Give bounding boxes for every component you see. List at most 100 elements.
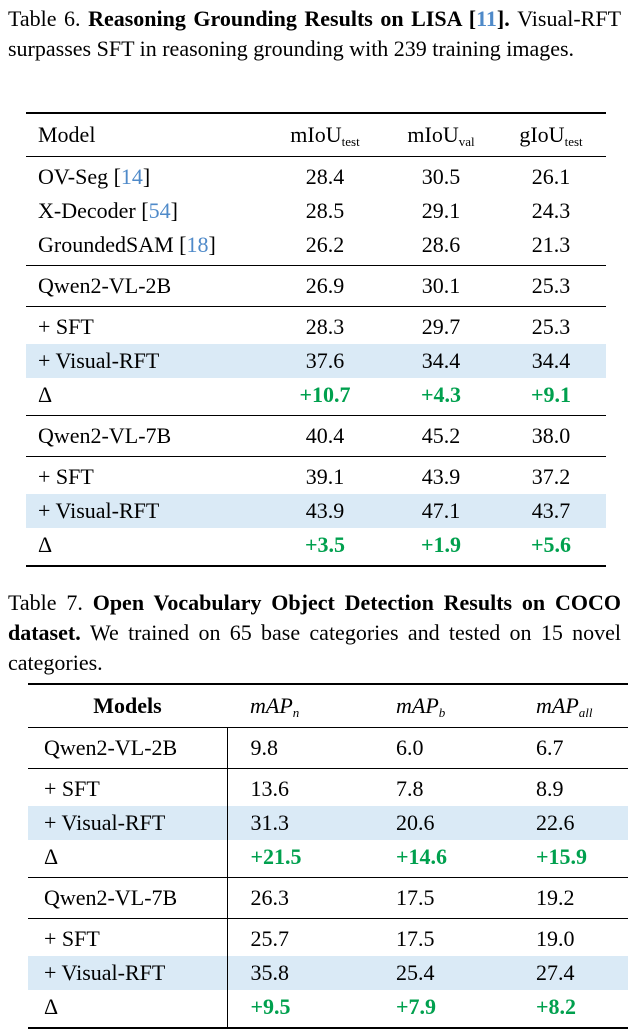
value-cell: 28.3 — [305, 314, 345, 339]
citation-bracket-open: [ — [468, 6, 477, 31]
table-row-delta: Δ +9.5 +7.9 +8.2 — [28, 990, 628, 1028]
caption-title: Open Vocabulary Object Detection Results… — [8, 590, 621, 645]
caption-lead: Table 6. — [8, 6, 89, 31]
citation-bracket-close: ] — [170, 198, 178, 223]
value-cell: 29.1 — [421, 198, 461, 223]
header-sub: n — [292, 705, 300, 720]
value-cell: 35.8 — [226, 956, 373, 990]
value-cell: 26.3 — [226, 877, 373, 919]
model-name: OV-Seg — [38, 164, 109, 189]
value-cell: 9.8 — [226, 727, 373, 769]
value-cell: 39.1 — [305, 464, 345, 489]
model-cell: X-Decoder [54] — [26, 194, 264, 228]
value-cell: 29.7 — [421, 314, 461, 339]
header-map-b: mAPb — [373, 684, 513, 728]
value-cell: 28.6 — [421, 232, 461, 257]
value-cell: 8.9 — [536, 776, 564, 801]
header-base: mIoU — [407, 122, 459, 147]
value-cell: 37.6 — [264, 344, 386, 378]
model-name: GroundedSAM — [38, 232, 174, 257]
value-cell: 25.7 — [226, 918, 373, 956]
model-name: X-Decoder — [38, 198, 136, 223]
value-cell: 40.4 — [305, 423, 345, 448]
value-cell: 6.0 — [396, 735, 424, 760]
header-base: mAP — [396, 693, 439, 718]
header-sub: all — [578, 705, 593, 720]
delta-value-cell: +8.2 — [536, 994, 577, 1019]
group-qwen2b-base: Qwen2-VL-2B 26.9 30.1 25.3 — [26, 265, 606, 307]
table-row: Qwen2-VL-7B 26.3 17.5 19.2 — [28, 877, 628, 919]
delta-symbol: Δ — [38, 532, 53, 557]
group-qwen7b-base: Qwen2-VL-7B 26.3 17.5 19.2 — [28, 877, 628, 919]
header-sub: test — [341, 134, 360, 149]
value-cell: 25.4 — [373, 956, 513, 990]
model-cell: + Visual-RFT — [26, 344, 264, 378]
header-miou-val: mIoUval — [386, 113, 496, 157]
value-cell: 34.4 — [386, 344, 496, 378]
group-qwen7b-finetuned: + SFT 25.7 17.5 19.0 + Visual-RFT 35.8 2… — [28, 918, 628, 1028]
model-cell: OV-Seg [14] — [26, 157, 264, 195]
model-cell: GroundedSAM [18] — [26, 228, 264, 266]
value-cell: 26.1 — [531, 164, 571, 189]
table-row: Qwen2-VL-7B 40.4 45.2 38.0 — [26, 416, 606, 457]
value-cell: 7.8 — [396, 776, 424, 801]
value-cell: 27.4 — [513, 956, 628, 990]
model-cell: + SFT — [44, 926, 100, 951]
model-cell: + SFT — [38, 464, 94, 489]
group-baselines: OV-Seg [14] 28.4 30.5 26.1 X-Decoder [54… — [26, 156, 606, 266]
header-sub: val — [458, 134, 475, 149]
group-qwen7b-base: Qwen2-VL-7B 40.4 45.2 38.0 — [26, 415, 606, 457]
table-row-delta: Δ +21.5 +14.6 +15.9 — [28, 840, 628, 878]
citation-link[interactable]: 54 — [148, 198, 171, 223]
header-row: Model mIoUtest mIoUval gIoUtest — [26, 113, 606, 157]
model-cell: Qwen2-VL-7B — [44, 885, 178, 910]
header-giou-test: gIoUtest — [496, 113, 606, 157]
delta-value-cell: +15.9 — [536, 844, 588, 869]
delta-symbol: Δ — [38, 382, 53, 407]
header-model: Model — [38, 122, 96, 147]
header-map-n: mAPn — [227, 684, 373, 728]
value-cell: 26.2 — [305, 232, 345, 257]
table6-reasoning-grounding: Model mIoUtest mIoUval gIoUtest OV-Seg [… — [26, 112, 606, 567]
value-cell: 31.3 — [226, 806, 373, 840]
delta-symbol: Δ — [44, 994, 59, 1019]
delta-value-cell: +7.9 — [396, 994, 437, 1019]
delta-value-cell: +10.7 — [299, 382, 351, 407]
value-cell: 38.0 — [531, 423, 571, 448]
header-row: Models mAPn mAPb mAP all — [28, 684, 628, 728]
delta-value-cell: +9.1 — [530, 382, 572, 407]
table-row: + SFT 28.3 29.7 25.3 — [26, 307, 606, 345]
header-models: Models — [93, 693, 162, 718]
table-row-delta: Δ +10.7 +4.3 +9.1 — [26, 378, 606, 416]
value-cell: 20.6 — [373, 806, 513, 840]
header-base: gIoU — [519, 122, 565, 147]
table6-header: Model mIoUtest mIoUval gIoUtest — [26, 113, 606, 157]
model-cell: Qwen2-VL-7B — [38, 423, 172, 448]
table6-caption: Table 6. Reasoning Grounding Results on … — [8, 4, 621, 64]
caption-lead: Table 7. — [8, 590, 93, 615]
delta-value-cell: +21.5 — [226, 840, 373, 878]
delta-value-cell: +1.9 — [420, 532, 462, 557]
header-miou-test: mIoUtest — [264, 113, 386, 157]
model-cell: + Visual-RFT — [28, 806, 227, 840]
caption-title-text: Reasoning Grounding Results on LISA — [88, 6, 469, 31]
value-cell: 22.6 — [513, 806, 628, 840]
table-row: GroundedSAM [18] 26.2 28.6 21.3 — [26, 228, 606, 266]
value-cell: 17.5 — [396, 885, 435, 910]
citation-link[interactable]: 18 — [186, 232, 209, 257]
citation-link[interactable]: 11 — [476, 6, 497, 31]
value-cell: 43.9 — [264, 494, 386, 528]
caption-tail: Visual-RFT surpasses SFT in reasoning gr… — [8, 6, 622, 61]
value-cell: 26.9 — [305, 273, 345, 298]
citation-link[interactable]: 14 — [120, 164, 143, 189]
value-cell: 43.7 — [496, 494, 606, 528]
value-cell: 17.5 — [396, 926, 435, 951]
table-row-highlighted: + Visual-RFT 37.6 34.4 34.4 — [26, 344, 606, 378]
value-cell: 6.7 — [536, 735, 564, 760]
value-cell: 24.3 — [531, 198, 571, 223]
table-row: X-Decoder [54] 28.5 29.1 24.3 — [26, 194, 606, 228]
citation-bracket-open: [ — [135, 198, 149, 223]
citation-bracket-close: ] — [208, 232, 216, 257]
value-cell: 30.1 — [421, 273, 461, 298]
model-cell: + SFT — [44, 776, 100, 801]
